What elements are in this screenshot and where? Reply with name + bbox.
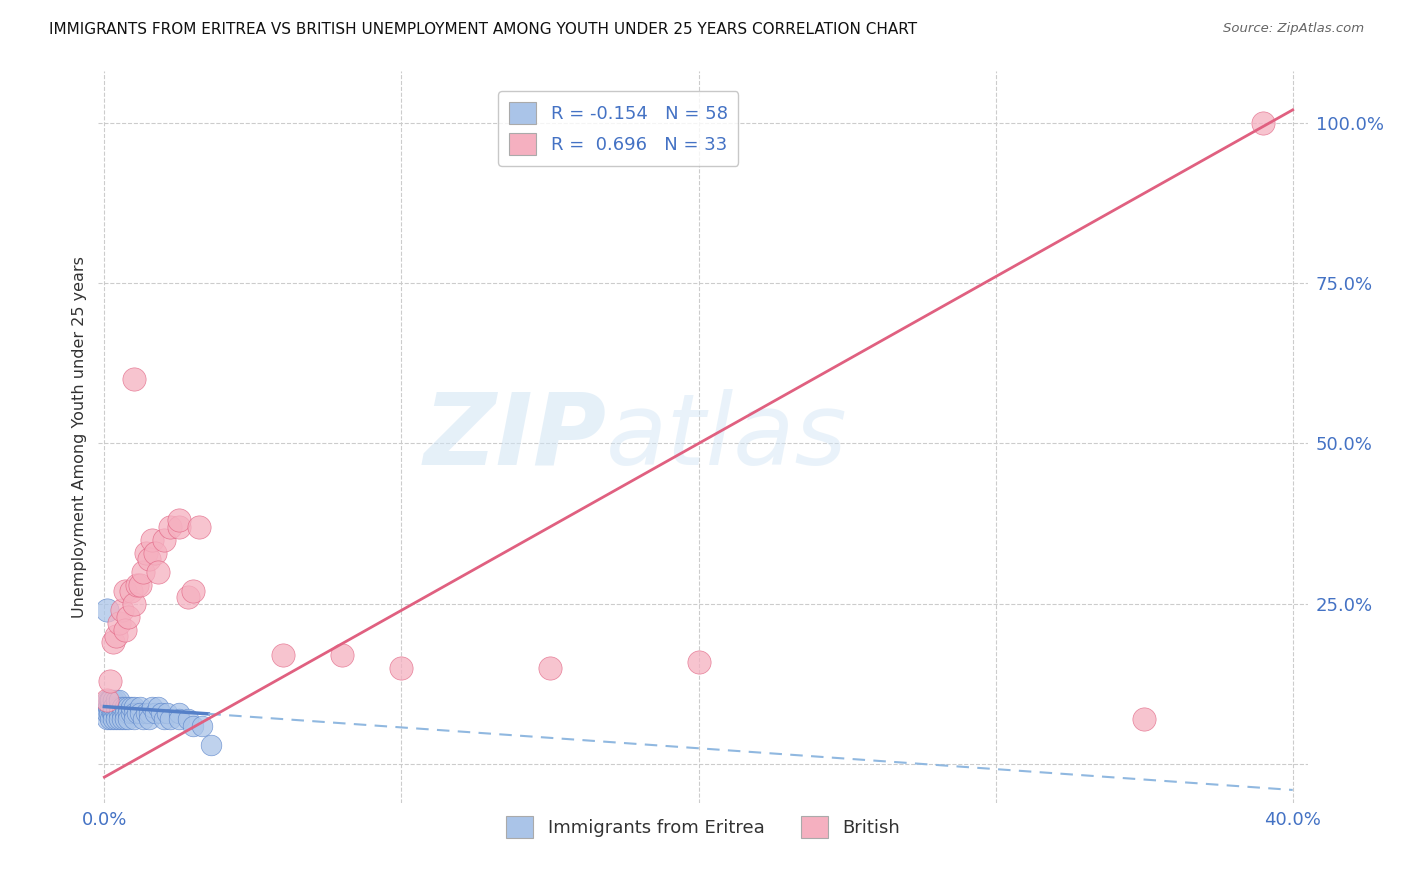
Point: [96, 603, 118, 617]
Point: [125, 706, 148, 720]
Point: [129, 577, 152, 591]
Point: [1251, 116, 1274, 130]
Point: [167, 520, 190, 534]
Point: [200, 738, 222, 752]
Point: [114, 584, 136, 599]
Point: [138, 706, 160, 720]
Point: [330, 648, 353, 663]
Point: [129, 699, 152, 714]
Point: [97, 693, 120, 707]
Point: [105, 699, 128, 714]
Point: [188, 520, 211, 534]
Point: [96, 693, 118, 707]
Point: [167, 712, 190, 726]
Point: [120, 584, 142, 599]
Point: [103, 693, 125, 707]
Point: [98, 693, 121, 707]
Point: [152, 533, 174, 547]
Point: [108, 699, 131, 714]
Point: [149, 706, 172, 720]
Point: [120, 706, 142, 720]
Point: [114, 623, 136, 637]
Legend: Immigrants from Eritrea, British: Immigrants from Eritrea, British: [499, 808, 907, 845]
Point: [96, 712, 118, 726]
Point: [538, 661, 561, 675]
Point: [156, 706, 179, 720]
Point: [117, 699, 139, 714]
Point: [135, 545, 157, 559]
Point: [108, 616, 131, 631]
Point: [98, 699, 121, 714]
Point: [152, 712, 174, 726]
Y-axis label: Unemployment Among Youth under 25 years: Unemployment Among Youth under 25 years: [72, 256, 87, 618]
Point: [105, 629, 128, 643]
Point: [97, 706, 120, 720]
Point: [103, 699, 125, 714]
Point: [117, 706, 139, 720]
Point: [129, 706, 152, 720]
Point: [111, 699, 134, 714]
Point: [97, 699, 120, 714]
Point: [114, 699, 136, 714]
Point: [105, 706, 128, 720]
Point: [271, 648, 294, 663]
Text: ZIP: ZIP: [423, 389, 606, 485]
Point: [132, 565, 155, 579]
Point: [688, 655, 710, 669]
Point: [143, 545, 166, 559]
Point: [108, 712, 131, 726]
Point: [111, 603, 134, 617]
Point: [391, 661, 413, 675]
Point: [101, 706, 124, 720]
Point: [105, 693, 128, 707]
Point: [105, 712, 128, 726]
Point: [138, 712, 160, 726]
Point: [114, 706, 136, 720]
Point: [108, 706, 131, 720]
Point: [167, 514, 190, 528]
Point: [114, 712, 136, 726]
Point: [103, 712, 125, 726]
Point: [159, 520, 181, 534]
Point: [176, 591, 198, 605]
Point: [141, 533, 163, 547]
Point: [98, 673, 121, 688]
Point: [117, 609, 139, 624]
Text: atlas: atlas: [606, 389, 848, 485]
Point: [135, 706, 157, 720]
Point: [183, 719, 205, 733]
Point: [111, 706, 134, 720]
Point: [122, 712, 145, 726]
Point: [122, 372, 145, 386]
Point: [96, 693, 118, 707]
Point: [122, 699, 145, 714]
Point: [108, 693, 131, 707]
Point: [167, 706, 190, 720]
Point: [146, 565, 169, 579]
Point: [1133, 712, 1156, 726]
Point: [141, 699, 163, 714]
Point: [183, 584, 205, 599]
Point: [120, 699, 142, 714]
Point: [191, 719, 214, 733]
Point: [146, 699, 169, 714]
Point: [94, 699, 117, 714]
Point: [111, 712, 134, 726]
Point: [143, 706, 166, 720]
Point: [125, 577, 148, 591]
Point: [176, 712, 198, 726]
Point: [98, 712, 121, 726]
Point: [122, 597, 145, 611]
Point: [132, 712, 155, 726]
Point: [138, 552, 160, 566]
Point: [122, 706, 145, 720]
Text: IMMIGRANTS FROM ERITREA VS BRITISH UNEMPLOYMENT AMONG YOUTH UNDER 25 YEARS CORRE: IMMIGRANTS FROM ERITREA VS BRITISH UNEMP…: [49, 22, 917, 37]
Point: [96, 706, 118, 720]
Point: [159, 712, 181, 726]
Point: [103, 706, 125, 720]
Text: Source: ZipAtlas.com: Source: ZipAtlas.com: [1223, 22, 1364, 36]
Point: [117, 712, 139, 726]
Point: [103, 699, 125, 714]
Point: [103, 635, 125, 649]
